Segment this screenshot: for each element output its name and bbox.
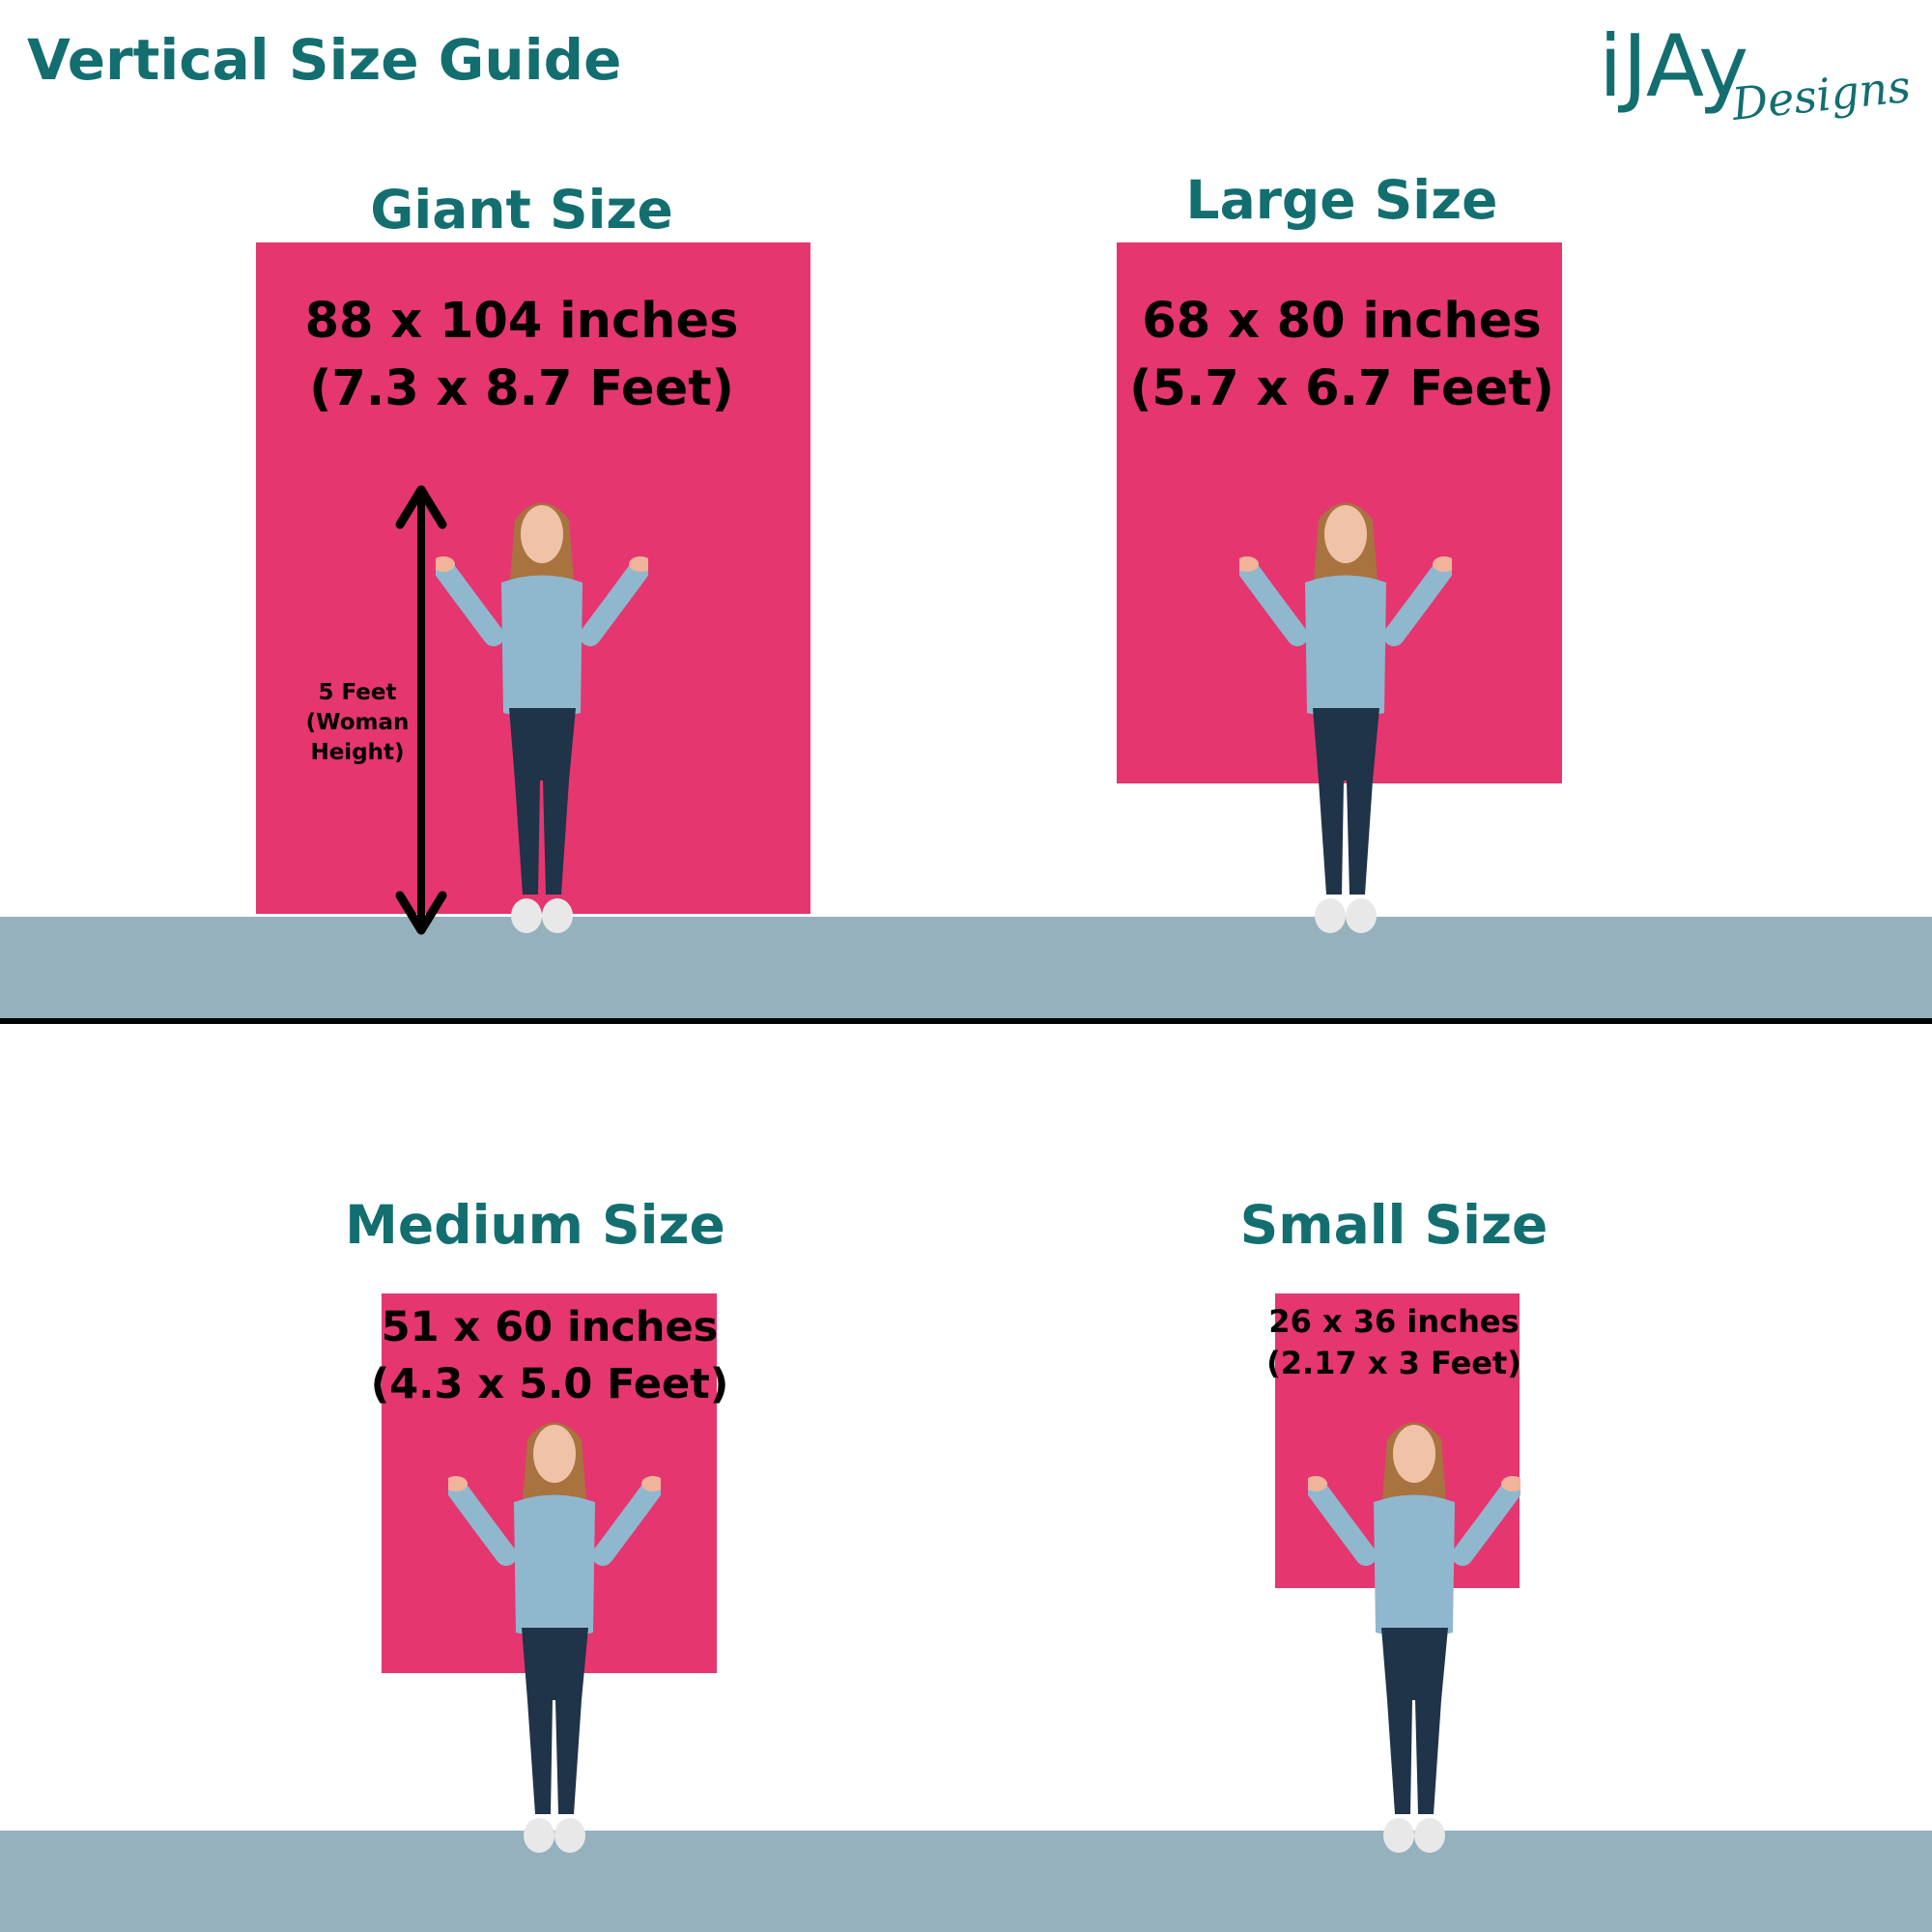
medium-size-heading: Medium Size <box>345 1194 725 1256</box>
woman-figure <box>448 1410 661 1857</box>
giant-feet: (7.3 x 8.7 Feet) <box>309 360 734 418</box>
small-dimensions: 26 x 36 inches (2.17 x 3 Feet) <box>1266 1301 1521 1384</box>
medium-dimensions: 51 x 60 inches (4.3 x 5.0 Feet) <box>371 1299 729 1414</box>
woman-figure <box>1239 491 1452 937</box>
floor-top <box>0 917 1932 1018</box>
floor-bottom <box>0 1831 1932 1932</box>
giant-inches: 88 x 104 inches <box>304 293 739 350</box>
note-line: Height) <box>310 740 405 766</box>
woman-figure <box>436 491 648 937</box>
large-dimensions: 68 x 80 inches (5.7 x 6.7 Feet) <box>1129 288 1554 424</box>
small-feet: (2.17 x 3 Feet) <box>1266 1345 1521 1382</box>
large-inches: 68 x 80 inches <box>1142 293 1542 350</box>
page-title: Vertical Size Guide <box>27 27 622 93</box>
small-size-heading: Small Size <box>1239 1194 1548 1256</box>
height-arrow-icon <box>395 485 447 935</box>
divider <box>0 1018 1932 1024</box>
large-size-heading: Large Size <box>1185 169 1498 231</box>
svg-text:iJAy: iJAy <box>1599 16 1748 116</box>
giant-size-heading: Giant Size <box>370 179 673 241</box>
large-feet: (5.7 x 6.7 Feet) <box>1129 360 1554 418</box>
note-line: 5 Feet <box>318 680 397 705</box>
medium-feet: (4.3 x 5.0 Feet) <box>370 1360 729 1409</box>
small-inches: 26 x 36 inches <box>1268 1303 1520 1340</box>
ijay-designs-logo: iJAy Designs <box>1599 16 1913 130</box>
giant-dimensions: 88 x 104 inches (7.3 x 8.7 Feet) <box>305 288 739 424</box>
woman-height-note: 5 Feet (Woman Height) <box>306 678 410 768</box>
woman-figure <box>1308 1410 1520 1857</box>
logo: iJAy Designs <box>1599 14 1913 143</box>
medium-inches: 51 x 60 inches <box>381 1303 719 1351</box>
svg-text:Designs: Designs <box>1729 60 1908 130</box>
note-line: (Woman <box>305 710 410 736</box>
